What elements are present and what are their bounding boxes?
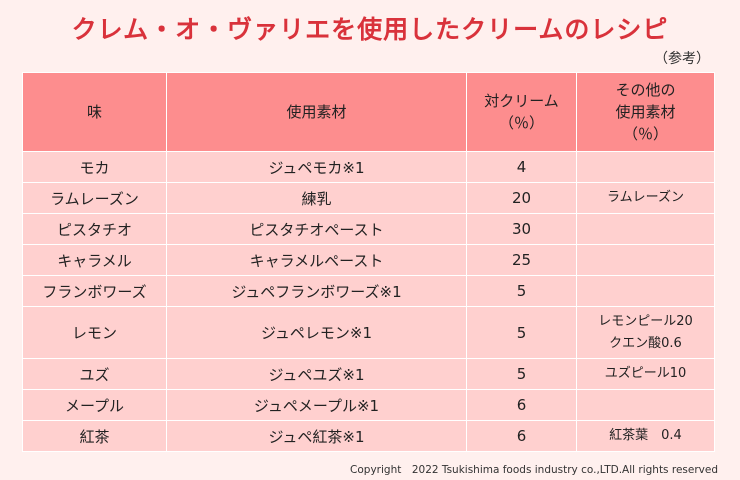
header-flavor: 味 bbox=[22, 72, 167, 152]
flavor-cell: メープル bbox=[22, 389, 167, 421]
header-ratio-line2: （％） bbox=[498, 114, 544, 132]
flavor-cell: キャラメル bbox=[22, 244, 167, 276]
other-material-line: ユズピール10 bbox=[604, 366, 687, 381]
flavor-cell: フランボワーズ bbox=[22, 275, 167, 307]
material-cell: キャラメルペースト bbox=[166, 244, 467, 276]
other-materials-cell: 紅茶葉 0.4 bbox=[576, 420, 715, 452]
table-row: ピスタチオ ピスタチオペースト 30 bbox=[22, 213, 715, 245]
flavor-cell: レモン bbox=[22, 306, 167, 359]
ratio-cell: 20 bbox=[466, 182, 577, 214]
ratio-cell: 5 bbox=[466, 275, 577, 307]
table-row: メープル ジュペメープル※1 6 bbox=[22, 389, 715, 421]
ratio-cell: 4 bbox=[466, 151, 577, 183]
ratio-cell: 6 bbox=[466, 420, 577, 452]
recipe-table: 味 使用素材 対クリーム （％） その他の 使用素材 （％） モカ ジュペモカ※… bbox=[22, 72, 715, 452]
ratio-cell: 30 bbox=[466, 213, 577, 245]
reference-note: （参考） bbox=[654, 51, 710, 67]
material-cell: ジュペモカ※1 bbox=[166, 151, 467, 183]
other-materials-cell: レモンピール20 クエン酸0.6 bbox=[576, 306, 715, 359]
material-cell: ジュペユズ※1 bbox=[166, 358, 467, 390]
ratio-cell: 25 bbox=[466, 244, 577, 276]
page-title: クレム・オ・ヴァリエを使用したクリームのレシピ bbox=[71, 15, 669, 44]
header-ratio-line1: 対クリーム bbox=[484, 92, 559, 110]
header-other-materials: その他の 使用素材 （％） bbox=[576, 72, 715, 152]
other-materials-cell bbox=[576, 151, 715, 183]
header-material: 使用素材 bbox=[166, 72, 467, 152]
table-row: ユズ ジュペユズ※1 5 ユズピール10 bbox=[22, 358, 715, 390]
flavor-cell: モカ bbox=[22, 151, 167, 183]
copyright-notice: Copyright 2022 Tsukishima foods industry… bbox=[350, 464, 718, 476]
table-row: レモン ジュペレモン※1 5 レモンピール20 クエン酸0.6 bbox=[22, 306, 715, 359]
other-materials-cell: ユズピール10 bbox=[576, 358, 715, 390]
material-cell: ジュペメープル※1 bbox=[166, 389, 467, 421]
other-materials-cell bbox=[576, 213, 715, 245]
flavor-cell: 紅茶 bbox=[22, 420, 167, 452]
table-row: キャラメル キャラメルペースト 25 bbox=[22, 244, 715, 276]
header-ratio: 対クリーム （％） bbox=[466, 72, 577, 152]
material-cell: ジュペレモン※1 bbox=[166, 306, 467, 359]
flavor-cell: ラムレーズン bbox=[22, 182, 167, 214]
table-row: ラムレーズン 練乳 20 ラムレーズン bbox=[22, 182, 715, 214]
material-cell: ジュペ紅茶※1 bbox=[166, 420, 467, 452]
other-materials-cell bbox=[576, 275, 715, 307]
flavor-cell: ピスタチオ bbox=[22, 213, 167, 245]
table-row: 紅茶 ジュペ紅茶※1 6 紅茶葉 0.4 bbox=[22, 420, 715, 452]
other-materials-cell bbox=[576, 244, 715, 276]
header-other-line2: 使用素材 bbox=[615, 103, 676, 121]
other-material-line: 紅茶葉 0.4 bbox=[609, 428, 682, 443]
header-other-line1: その他の bbox=[615, 81, 676, 99]
table-header-row: 味 使用素材 対クリーム （％） その他の 使用素材 （％） bbox=[22, 72, 715, 152]
flavor-cell: ユズ bbox=[22, 358, 167, 390]
other-materials-cell bbox=[576, 389, 715, 421]
material-cell: ジュペフランボワーズ※1 bbox=[166, 275, 467, 307]
table-row: モカ ジュペモカ※1 4 bbox=[22, 151, 715, 183]
other-material-line: ラムレーズン bbox=[607, 190, 684, 205]
other-materials-cell: ラムレーズン bbox=[576, 182, 715, 214]
table-row: フランボワーズ ジュペフランボワーズ※1 5 bbox=[22, 275, 715, 307]
ratio-cell: 6 bbox=[466, 389, 577, 421]
material-cell: 練乳 bbox=[166, 182, 467, 214]
other-material-line: クエン酸0.6 bbox=[609, 335, 682, 351]
ratio-cell: 5 bbox=[466, 358, 577, 390]
other-material-line: レモンピール20 bbox=[598, 313, 693, 329]
ratio-cell: 5 bbox=[466, 306, 577, 359]
material-cell: ピスタチオペースト bbox=[166, 213, 467, 245]
header-other-line3: （％） bbox=[622, 125, 668, 143]
